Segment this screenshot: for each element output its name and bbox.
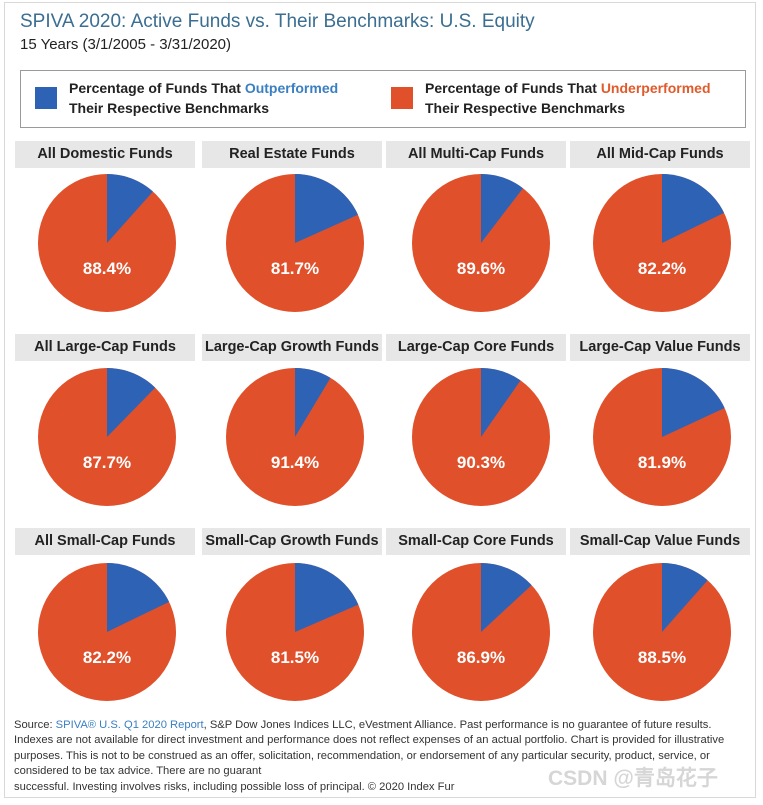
pie-data-label-all-mid-cap-funds: 82.2% [638,259,686,278]
footer-source-text: , S&P Dow Jones Indices LLC, eVestment A… [14,719,725,778]
legend-underperformed-highlight: Underperformed [600,80,711,96]
pie-slice-outperformed-all-multi-cap-funds [481,174,523,243]
legend-underperformed-line2: Their Respective Benchmarks [425,100,625,116]
pie-title-small-cap-core-funds: Small-Cap Core Funds [386,528,566,555]
pie-title-small-cap-value-funds: Small-Cap Value Funds [570,528,750,555]
legend-outperformed-highlight: Outperformed [244,80,339,96]
pie-slice-outperformed-small-cap-growth-funds [295,563,359,632]
pie-data-label-small-cap-growth-funds: 81.5% [271,648,319,667]
footer-source-link[interactable]: SPIVA® U.S. Q1 2020 Report [55,719,204,731]
pie-slice-outperformed-large-cap-growth-funds [295,368,331,437]
source-footer: Source: SPIVA® U.S. Q1 2020 Report, S&P … [14,718,744,795]
pie-data-label-real-estate-funds: 81.7% [271,259,319,278]
chart-title: SPIVA 2020: Active Funds vs. Their Bench… [20,11,535,32]
legend-outperformed-line2: Their Respective Benchmarks [69,100,269,116]
pie-slice-outperformed-large-cap-value-funds [662,368,725,437]
legend-outperformed-prefix: Percentage of Funds That [69,80,245,96]
pie-data-label-all-multi-cap-funds: 89.6% [457,259,505,278]
pie-slice-outperformed-small-cap-core-funds [481,563,532,632]
pie-title-large-cap-core-funds: Large-Cap Core Funds [386,334,566,361]
pie-slice-outperformed-small-cap-value-funds [662,563,708,632]
pie-data-label-all-large-cap-funds: 87.7% [83,453,131,472]
pie-data-label-all-domestic-funds: 88.4% [83,259,131,278]
pie-slice-outperformed-all-mid-cap-funds [662,174,725,243]
legend-swatch-outperformed [35,87,57,109]
legend-underperformed-prefix: Percentage of Funds That [425,80,601,96]
pie-title-large-cap-growth-funds: Large-Cap Growth Funds [202,334,382,361]
watermark: CSDN @青岛花子 [548,767,718,790]
pie-title-all-small-cap-funds: All Small-Cap Funds [15,528,195,555]
pie-data-label-large-cap-core-funds: 90.3% [457,453,505,472]
pie-slice-outperformed-all-small-cap-funds [107,563,170,632]
pie-title-all-large-cap-funds: All Large-Cap Funds [15,334,195,361]
pie-title-all-multi-cap-funds: All Multi-Cap Funds [386,141,566,168]
pie-data-label-large-cap-growth-funds: 91.4% [271,453,319,472]
pie-data-label-large-cap-value-funds: 81.9% [638,453,686,472]
pie-data-label-small-cap-value-funds: 88.5% [638,648,686,667]
pie-title-large-cap-value-funds: Large-Cap Value Funds [570,334,750,361]
pie-title-all-mid-cap-funds: All Mid-Cap Funds [570,141,750,168]
legend-swatch-underperformed [391,87,413,109]
pie-title-all-domestic-funds: All Domestic Funds [15,141,195,168]
pie-slice-outperformed-all-domestic-funds [107,174,153,243]
pie-title-real-estate-funds: Real Estate Funds [202,141,382,168]
legend: Percentage of Funds That Outperformed Th… [20,70,746,128]
pie-title-small-cap-growth-funds: Small-Cap Growth Funds [202,528,382,555]
footer-source-tail: successful. Investing involves risks, in… [14,780,455,793]
pie-slice-outperformed-all-large-cap-funds [107,368,156,437]
chart-subtitle: 15 Years (3/1/2005 - 3/31/2020) [20,36,231,53]
chart-frame [4,2,756,798]
pie-data-label-small-cap-core-funds: 86.9% [457,648,505,667]
pie-data-label-all-small-cap-funds: 82.2% [83,648,131,667]
pie-slice-outperformed-real-estate-funds [295,174,358,243]
footer-source-prefix: Source: [14,719,56,731]
pie-slice-outperformed-large-cap-core-funds [481,368,521,437]
